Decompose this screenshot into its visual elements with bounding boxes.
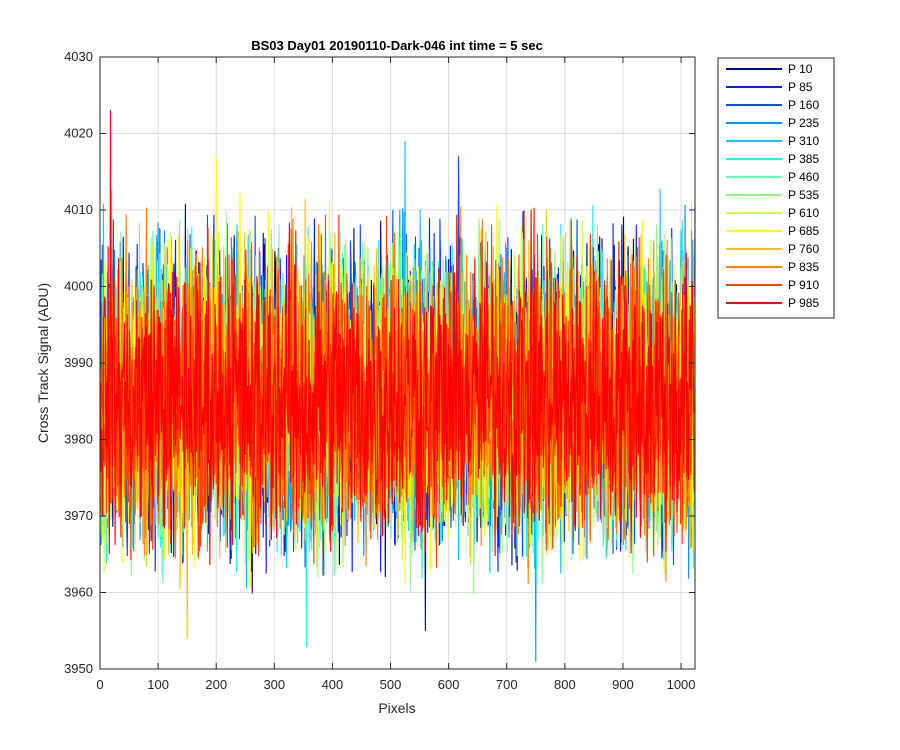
- y-axis-label: Cross Track Signal (ADU): [35, 283, 51, 443]
- legend-entry: P 910: [788, 278, 819, 292]
- legend-entry: P 460: [788, 170, 819, 184]
- legend-box: [717, 57, 835, 319]
- x-tick-label: 200: [205, 677, 227, 692]
- y-tick-label: 4030: [64, 49, 93, 64]
- plot-area: 0 100 200 300 400 500 600 700 800 900 1000 3950 3960…: [64, 49, 696, 692]
- y-tick-label: 4010: [64, 202, 93, 217]
- y-tick-label: 3960: [64, 585, 93, 600]
- y-tick-label: 3990: [64, 355, 93, 370]
- x-tick-label: 400: [322, 677, 344, 692]
- x-tick-label: 600: [438, 677, 460, 692]
- legend-entry: P 235: [788, 116, 819, 130]
- x-tick-label: 0: [96, 677, 103, 692]
- y-tick-label: 4020: [64, 126, 93, 141]
- legend-entry: P 85: [788, 80, 813, 94]
- x-tick-label: 100: [147, 677, 169, 692]
- x-tick-label: 800: [554, 677, 576, 692]
- series-line-p-985: [100, 110, 696, 566]
- y-tick-label: 3970: [64, 508, 93, 523]
- x-tick-label: 1000: [667, 677, 696, 692]
- legend-entry: P 985: [788, 296, 819, 310]
- legend-entry: P 385: [788, 152, 819, 166]
- legend-entry: P 160: [788, 98, 819, 112]
- y-tick-label: 3980: [64, 432, 93, 447]
- y-tick-label: 4000: [64, 279, 93, 294]
- x-tick-label: 300: [263, 677, 285, 692]
- y-tick-label: 3950: [64, 661, 93, 676]
- legend-entry: P 610: [788, 206, 819, 220]
- chart-title: BS03 Day01 20190110-Dark-046 int time = …: [251, 38, 543, 53]
- legend-entry: P 835: [788, 260, 819, 274]
- x-tick-label: 500: [380, 677, 402, 692]
- legend: P 10 P 85 P 160 P 235 P 310 P 385 P 460 P 535 P …: [717, 57, 835, 319]
- x-tick-label: 700: [496, 677, 518, 692]
- legend-entry: P 10: [788, 62, 813, 76]
- series-lines: [100, 110, 696, 662]
- legend-entry: P 310: [788, 134, 819, 148]
- legend-entry: P 535: [788, 188, 819, 202]
- x-tick-label: 900: [612, 677, 634, 692]
- legend-entry: P 760: [788, 242, 819, 256]
- legend-entry: P 685: [788, 224, 819, 238]
- x-axis-label: Pixels: [378, 700, 415, 716]
